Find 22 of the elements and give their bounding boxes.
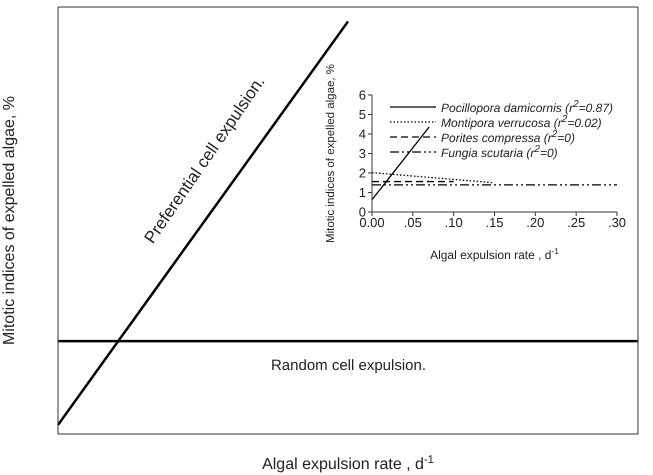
y-tick-label: 6: [358, 88, 366, 103]
x-axis-title: Algal expulsion rate , d$^{-1}$: [262, 454, 434, 473]
legend-label: Montipora verrucosa (r$^{2}$=0.02): [441, 114, 602, 130]
y-tick-label: 2: [358, 166, 366, 181]
x-tick-label: .20: [526, 215, 544, 230]
x-tick-label: 0.00: [359, 215, 385, 230]
y-tick-label: 3: [358, 146, 366, 162]
x-tick-label: .30: [608, 215, 626, 230]
x-tick-label: .25: [567, 215, 586, 230]
y-axis-title: Mitotic indices of expelled algae, %: [325, 64, 337, 243]
y-tick-label: 5: [358, 107, 366, 122]
legend-label: Pocillopora damicornis (r$^{2}$=0.87): [441, 98, 613, 115]
legend-label: Porites compressa (r$^{2}$=0): [441, 129, 575, 145]
y-axis-title: Mitotic indices of expelled algae, %: [1, 96, 18, 346]
legend-label: Fungia scutaria (r$^{2}$=0): [441, 144, 558, 160]
y-tick-label: 1: [358, 185, 366, 200]
annotation: Random cell expulsion.: [270, 357, 428, 374]
x-axis-title: Algal expulsion rate , d$^{-1}$: [430, 246, 560, 262]
y-tick-label: 4: [358, 126, 366, 142]
x-tick-label: .10: [444, 215, 463, 230]
x-tick-label: .15: [485, 215, 504, 230]
x-tick-label: .05: [404, 215, 422, 230]
